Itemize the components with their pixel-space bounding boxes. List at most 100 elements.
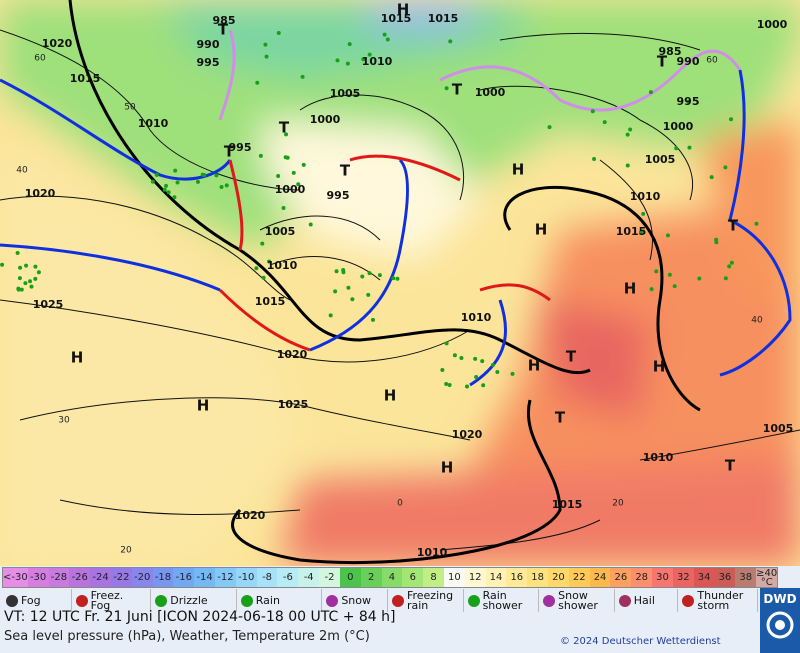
weather-dot bbox=[592, 156, 597, 161]
scale-cell: 18 bbox=[527, 568, 549, 587]
legend-icon bbox=[240, 594, 253, 607]
isotherm-label: 20 bbox=[612, 499, 624, 509]
weather-dot bbox=[481, 383, 486, 388]
pressure-label: 1015 bbox=[70, 72, 101, 85]
scale-cell: 28 bbox=[631, 568, 653, 587]
weather-dot bbox=[162, 187, 167, 192]
scale-cell: -2 bbox=[319, 568, 340, 587]
pressure-label: 1010 bbox=[417, 546, 448, 559]
weather-dot bbox=[367, 52, 372, 57]
weather-dot bbox=[300, 74, 305, 79]
legend-icon bbox=[618, 594, 631, 607]
weather-dot bbox=[335, 58, 340, 63]
weather-dot bbox=[395, 276, 400, 281]
pressure-label: 1000 bbox=[275, 183, 306, 196]
pressure-label: 1015 bbox=[552, 498, 583, 511]
scale-cell: 22 bbox=[568, 568, 590, 587]
pressure-center: T bbox=[224, 143, 235, 161]
legend-item: Rain shower bbox=[464, 589, 540, 612]
weather-dot bbox=[665, 233, 670, 238]
weather-dot bbox=[628, 127, 633, 132]
isotherm-label: 40 bbox=[751, 316, 763, 326]
copyright: © 2024 Deutscher Wetterdienst bbox=[560, 636, 721, 647]
temperature-field bbox=[0, 0, 800, 566]
weather-symbols bbox=[0, 31, 759, 389]
weather-dot bbox=[267, 259, 272, 264]
weather-dot bbox=[590, 109, 595, 114]
pressure-center: T bbox=[452, 81, 463, 99]
isotherm-label: 40 bbox=[16, 166, 28, 176]
weather-dot bbox=[17, 276, 22, 281]
pressure-label: 1020 bbox=[235, 509, 266, 522]
legend-item: Freez. Fog bbox=[72, 589, 152, 612]
pressure-label: 1010 bbox=[461, 311, 492, 324]
temperature-scale: <-30 -30 -28 -26 -24 -22 -20 -18 -16 -14 -12 -10 -8-… bbox=[2, 567, 778, 588]
pressure-center: T bbox=[725, 457, 736, 475]
pressure-label: 1000 bbox=[475, 86, 506, 99]
weather-dot bbox=[341, 268, 346, 273]
pressure-label: 1010 bbox=[630, 190, 661, 203]
legend-label: Snow shower bbox=[558, 588, 598, 612]
weather-dot bbox=[638, 230, 643, 235]
scale-cell: -20 bbox=[131, 568, 153, 587]
weather-dot bbox=[195, 179, 200, 184]
isotherm-label: 20 bbox=[120, 546, 132, 556]
pressure-center: H bbox=[71, 349, 84, 367]
pressure-center: H bbox=[528, 357, 541, 375]
weather-dot bbox=[474, 374, 479, 379]
weather-dot bbox=[723, 276, 728, 281]
weather-dot bbox=[150, 179, 155, 184]
pressure-label: 1005 bbox=[763, 422, 794, 435]
weather-dot bbox=[19, 287, 24, 292]
legend-label: Rain shower bbox=[482, 588, 523, 612]
weather-dot bbox=[296, 182, 301, 187]
scale-cell: -4 bbox=[298, 568, 320, 587]
dwd-logo: DWD bbox=[760, 588, 800, 653]
weather-legend: Fog Freez. Fog Drizzle Rain Snow Freezing rai… bbox=[2, 589, 758, 612]
weather-dot bbox=[0, 262, 5, 267]
pressure-label: 1010 bbox=[267, 259, 298, 272]
weather-dot bbox=[15, 251, 20, 256]
valid-time: VT: 12 UTC Fr. 21 Juni [ICON 2024-06-18 … bbox=[4, 609, 396, 625]
scale-cell: 38 bbox=[735, 568, 757, 587]
scale-cell: 36 bbox=[714, 568, 736, 587]
weather-dot bbox=[258, 153, 263, 158]
weather-dot bbox=[686, 99, 691, 104]
weather-dot bbox=[291, 170, 296, 175]
weather-dot bbox=[370, 317, 375, 322]
pressure-center: T bbox=[657, 53, 668, 71]
weather-dot bbox=[465, 384, 470, 389]
pressure-center: T bbox=[340, 162, 351, 180]
weather-dot bbox=[276, 31, 281, 36]
weather-dot bbox=[452, 353, 457, 358]
pressure-center: H bbox=[397, 1, 410, 19]
weather-dot bbox=[473, 356, 478, 361]
legend-label: Hail bbox=[633, 593, 655, 607]
weather-dot bbox=[361, 57, 366, 62]
legend-icon bbox=[391, 594, 404, 607]
weather-dot bbox=[347, 42, 352, 47]
pressure-center: T bbox=[728, 217, 739, 235]
weather-dot bbox=[444, 382, 449, 387]
pressure-center: H bbox=[653, 358, 666, 376]
weather-dot bbox=[264, 54, 269, 59]
scale-cell: 32 bbox=[672, 568, 694, 587]
scale-cell: -10 bbox=[235, 568, 257, 587]
scale-cell: -24 bbox=[90, 568, 111, 587]
weather-dot bbox=[333, 289, 338, 294]
legend-item: Snow shower bbox=[539, 589, 615, 612]
pressure-label: 1015 bbox=[616, 225, 647, 238]
pressure-label: 1000 bbox=[757, 18, 788, 31]
weather-dot bbox=[23, 281, 28, 286]
weather-dot bbox=[648, 90, 653, 95]
legend-label: Freez. Fog bbox=[90, 588, 124, 612]
weather-dot bbox=[202, 173, 207, 178]
scale-cell: <-30 bbox=[3, 568, 28, 587]
pressure-label: 1020 bbox=[25, 187, 56, 200]
isotherm-label: 60 bbox=[34, 54, 46, 64]
weather-dot bbox=[260, 241, 265, 246]
scale-cell: -12 bbox=[215, 568, 236, 587]
pressure-label: 1020 bbox=[452, 428, 483, 441]
legend-label: Drizzle bbox=[170, 593, 208, 607]
pressure-label: 1010 bbox=[362, 55, 393, 68]
